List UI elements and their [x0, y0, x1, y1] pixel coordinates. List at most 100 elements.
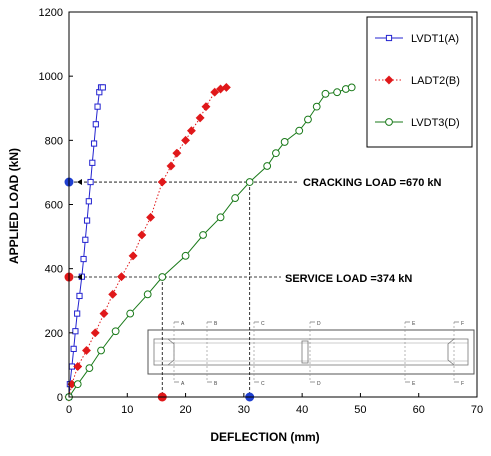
data-point	[99, 84, 106, 91]
guide-arrowhead	[77, 274, 82, 281]
x-tick-label: 20	[179, 404, 191, 416]
y-axis-title: APPLIED LOAD (kN)	[7, 148, 21, 264]
series-lvdt3-d	[65, 83, 356, 401]
data-point	[333, 88, 342, 97]
x-tick-label: 60	[413, 404, 425, 416]
x-tick-label: 50	[354, 404, 366, 416]
data-point	[347, 83, 356, 92]
data-point	[157, 177, 167, 187]
y-tick-label: 800	[45, 135, 63, 147]
data-point	[216, 213, 225, 222]
data-point	[111, 327, 120, 336]
data-point	[97, 346, 105, 355]
data-point	[312, 102, 321, 111]
legend-label: LVDT1(A)	[411, 33, 459, 45]
legend: LVDT1(A) LADT2(B) LVDT3(D)	[366, 16, 473, 148]
section-label-bottom: B	[214, 381, 218, 387]
data-point	[295, 126, 304, 135]
data-point	[186, 126, 196, 136]
data-point	[166, 161, 176, 171]
data-point	[384, 75, 394, 85]
section-label-bottom: A	[181, 381, 185, 387]
cracking-load-label: CRACKING LOAD =670 kN	[303, 177, 442, 189]
beam-inset-diagram: A A B B C C D D E E F F	[147, 321, 475, 387]
section-label-top: A	[181, 321, 185, 327]
section-label-bottom: E	[412, 381, 416, 387]
data-point	[210, 87, 220, 97]
section-label-top: E	[412, 321, 416, 327]
legend-box	[366, 16, 473, 148]
y-tick-label: 1000	[39, 71, 63, 83]
data-point	[195, 113, 205, 123]
data-point	[172, 148, 182, 158]
data-point	[201, 102, 211, 112]
data-point	[92, 121, 99, 128]
series-lvdt1-a	[65, 84, 106, 401]
x-tick-label: 10	[121, 404, 133, 416]
beam-outline	[147, 329, 475, 375]
data-point	[158, 273, 167, 281]
y-tick-label: 600	[45, 200, 63, 212]
x-tick-label: 0	[66, 404, 72, 416]
data-point	[90, 328, 100, 338]
y-tick-label: 200	[45, 328, 63, 340]
section-label-top: F	[461, 321, 464, 327]
beam-flange	[153, 338, 469, 366]
data-point	[76, 292, 83, 300]
data-point	[263, 162, 272, 170]
data-point	[83, 217, 91, 224]
data-point	[72, 328, 79, 335]
data-point	[116, 272, 127, 282]
data-point	[385, 118, 393, 126]
series-layer	[64, 82, 356, 402]
data-point	[272, 149, 280, 158]
data-point	[321, 89, 330, 98]
series-ladt2-b	[64, 82, 231, 402]
data-point	[99, 309, 109, 319]
data-point	[73, 361, 83, 372]
axes: 0 10 20 30 40 50 60 70 0 200 400 600 800 1000 1200	[39, 7, 484, 416]
x-axis-title: DEFLECTION (mm)	[210, 430, 319, 444]
data-point	[280, 138, 289, 146]
data-point	[90, 140, 98, 147]
data-point	[87, 178, 94, 186]
data-point	[85, 364, 94, 373]
data-point	[137, 230, 147, 240]
section-label-top: B	[214, 321, 218, 327]
data-point	[73, 380, 82, 389]
data-point	[143, 290, 152, 299]
data-point	[85, 198, 92, 205]
guide-arrowhead	[77, 179, 82, 186]
section-label-bottom: D	[317, 381, 321, 387]
data-point	[245, 178, 254, 186]
data-point	[199, 231, 207, 239]
beam-joint	[301, 340, 309, 364]
x-tick-label: 30	[238, 404, 250, 416]
series-line	[68, 86, 227, 398]
beam-end-right	[447, 338, 455, 366]
data-point	[80, 255, 87, 263]
x-tick-label: 40	[296, 404, 308, 416]
data-point	[304, 115, 312, 124]
service-load-label: SERVICE LOAD =374 kN	[285, 273, 412, 285]
data-point	[94, 103, 101, 110]
legend-label: LVDT3(D)	[411, 117, 460, 129]
data-point	[74, 310, 81, 317]
section-label-bottom: C	[261, 381, 265, 387]
data-point	[146, 212, 156, 222]
data-point	[89, 159, 96, 166]
data-point	[128, 251, 138, 261]
data-point	[231, 194, 240, 202]
data-point	[108, 289, 118, 299]
section-label-top: C	[261, 321, 265, 327]
data-point	[70, 345, 77, 352]
data-point	[126, 309, 135, 318]
y-tick-label: 400	[45, 264, 63, 276]
data-point	[385, 34, 393, 42]
data-point	[82, 236, 89, 243]
section-label-top: D	[317, 321, 321, 327]
section-label-bottom: F	[461, 381, 464, 387]
x-tick-label: 70	[471, 404, 483, 416]
